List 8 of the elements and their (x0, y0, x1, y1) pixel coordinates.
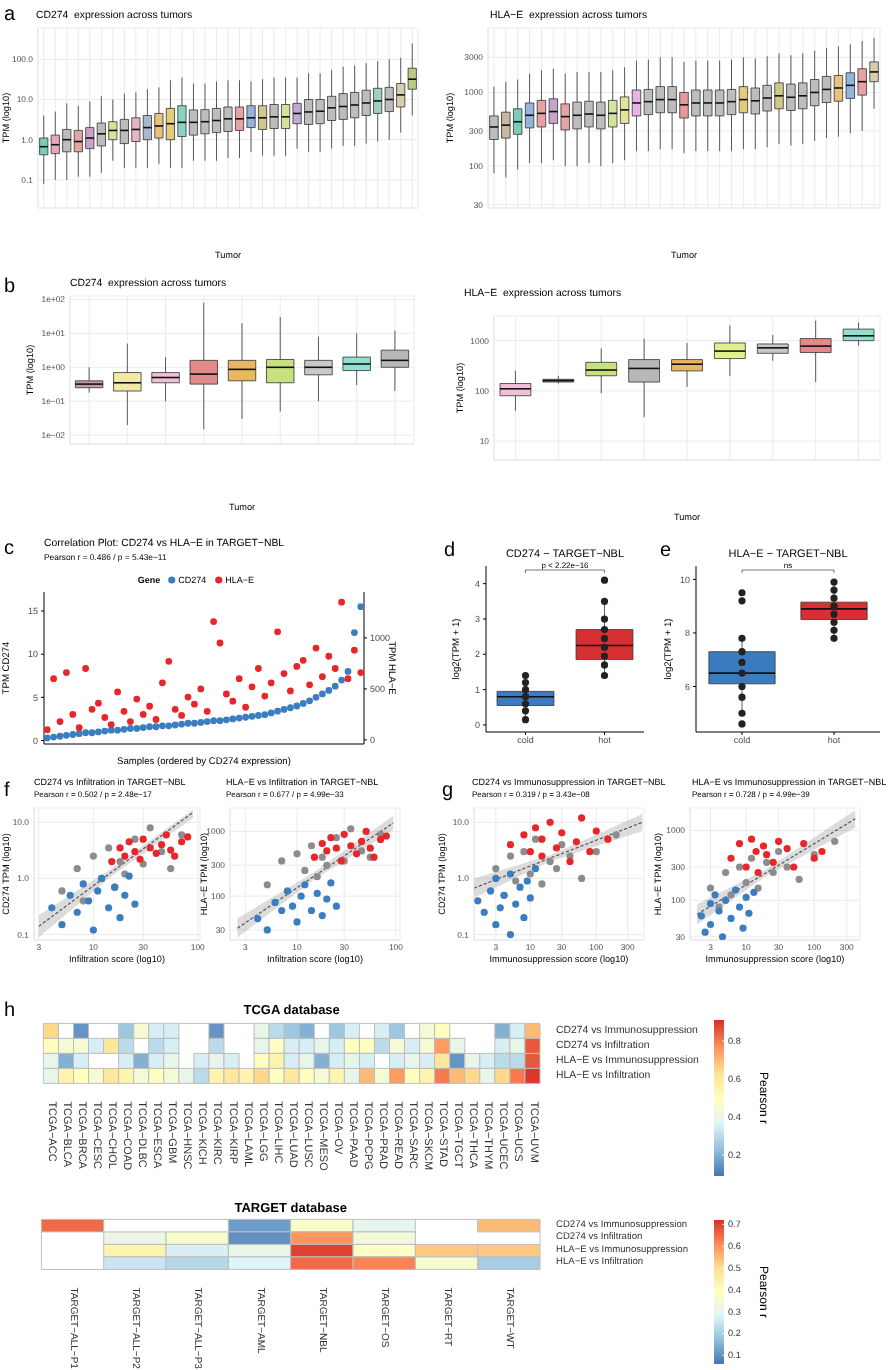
text: e (660, 540, 672, 562)
text: c (4, 538, 14, 560)
text: g (442, 780, 454, 802)
text: d (444, 540, 456, 562)
text: b (4, 276, 16, 298)
text: h (4, 1000, 16, 1022)
text: a (4, 4, 16, 26)
text: f (4, 780, 10, 802)
